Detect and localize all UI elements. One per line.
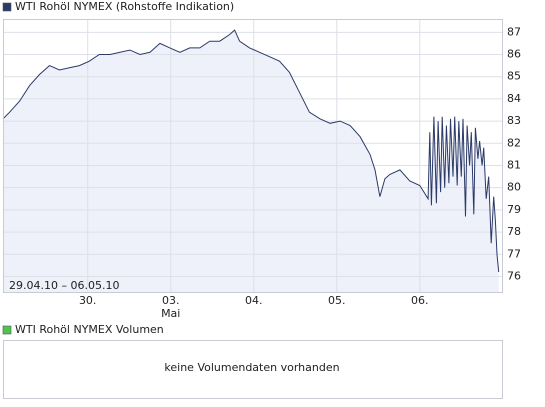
volume-message: keine Volumendaten vorhanden (164, 361, 339, 374)
y-tick-label: 76 (507, 269, 521, 282)
y-tick-label: 87 (507, 25, 521, 38)
y-tick-label: 84 (507, 92, 521, 105)
volume-title: WTI Rohöl NYMEX Volumen (15, 323, 164, 336)
y-tick-label: 81 (507, 158, 521, 171)
area (3, 30, 499, 292)
y-tick-label: 77 (507, 247, 521, 260)
plot-frame (3, 19, 503, 293)
legend-swatch (2, 2, 12, 12)
y-tick-label: 86 (507, 48, 521, 61)
y-tick-label: 85 (507, 70, 521, 83)
legend-swatch (2, 325, 12, 335)
x-tick-label: 03. (162, 294, 180, 307)
volume-frame (3, 340, 503, 399)
x-tick-label: 04. (245, 294, 263, 307)
y-tick-label: 78 (507, 225, 521, 238)
price-line (2, 29, 500, 273)
x-tick-label: 30. (79, 294, 97, 307)
y-tick-label: 83 (507, 114, 521, 127)
x-month-label: Mai (161, 307, 180, 320)
x-tick-label: 06. (411, 294, 429, 307)
date-range: 29.04.10 – 06.05.10 (9, 279, 119, 292)
y-tick-label: 79 (507, 203, 521, 216)
y-tick-label: 82 (507, 136, 521, 149)
x-tick-label: 05. (328, 294, 346, 307)
chart-title: WTI Rohöl NYMEX (Rohstoffe Indikation) (15, 0, 234, 13)
y-tick-label: 80 (507, 181, 521, 194)
